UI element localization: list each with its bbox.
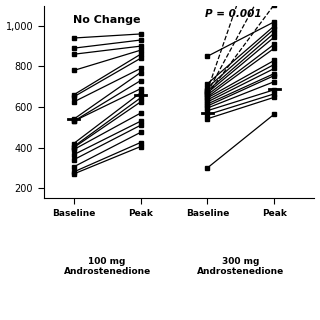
Text: No Change: No Change: [73, 15, 141, 25]
Text: 100 mg
Androstenedione: 100 mg Androstenedione: [63, 257, 151, 276]
Text: 300 mg
Androstenedione: 300 mg Androstenedione: [197, 257, 284, 276]
Text: P = 0.001: P = 0.001: [204, 9, 261, 19]
